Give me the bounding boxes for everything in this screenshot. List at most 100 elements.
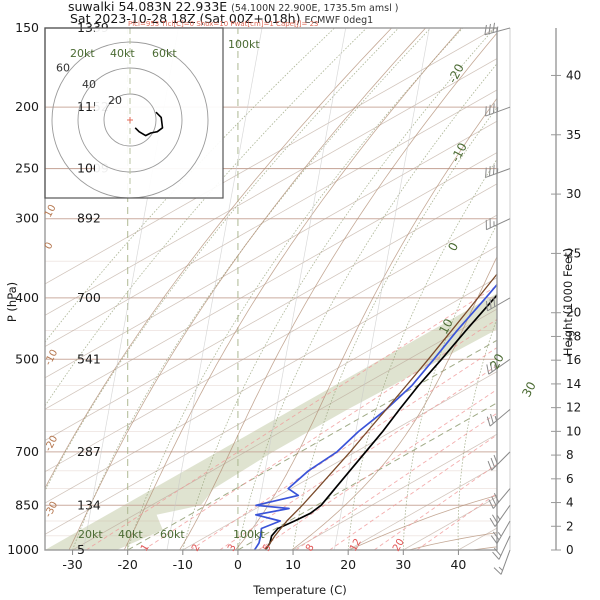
dry-adiabat-label: -10 (448, 141, 470, 165)
height-tick-label: 18 (566, 329, 581, 343)
height-value-label: 892 (77, 211, 101, 226)
temperature-tick-label: 0 (234, 557, 242, 572)
pressure-tick-label: 850 (15, 497, 39, 512)
temperature-tick-label: 30 (395, 557, 411, 572)
temperature-tick-label: 10 (285, 557, 301, 572)
hodograph-kt-label: 60kt (152, 47, 177, 60)
pressure-tick-label: 400 (15, 290, 39, 305)
mixing-ratio-label: 2 (190, 542, 203, 553)
temperature-tick-label: 20 (340, 557, 356, 572)
moist-adiabat-label: 10 (43, 203, 59, 219)
height-value-label: 700 (77, 290, 101, 305)
mixing-ratio-label: 12 (348, 537, 364, 554)
wind-barb (493, 549, 511, 575)
mixing-ratio-label: 20 (391, 537, 407, 554)
pressure-tick-label: 1000 (7, 542, 39, 557)
wind-barb (484, 22, 511, 36)
height-tick-label: 25 (566, 246, 581, 260)
sounding-parameters: Plcl=953 Tlcl[C]=0 Shox=10 Pwat[cm]=1 Ca… (128, 20, 319, 28)
wind-barb (487, 451, 511, 471)
isotherm-lines (45, 28, 497, 550)
height-tick-labels: 0 2 4 6 8 10 12 14 16 18 20 25 30 35 40 (551, 68, 581, 557)
isotach-label: 60kt (160, 528, 185, 541)
isotach-label: 40kt (118, 528, 143, 541)
pressure-tick-label: 500 (15, 351, 39, 366)
trace-dewpoint (253, 283, 497, 550)
height-tick-label: 6 (566, 472, 574, 486)
height-tick-label: 14 (566, 377, 581, 391)
wind-barb (488, 488, 511, 509)
page-title: suwalki 54.083N 22.933E (54.100N 22.900E… (68, 0, 398, 14)
trace-temperature (264, 293, 497, 550)
height-tick-label: 2 (566, 519, 574, 533)
height-tick-label: 16 (566, 353, 581, 367)
pressure-tick-labels: 150 200 250 300 400 500 700 850 1000 (7, 20, 39, 557)
wind-barb (489, 504, 511, 527)
mixing-ratio-label: 8 (304, 542, 317, 553)
station-name: suwalki 54.083N 22.933E (68, 0, 228, 14)
pressure-tick-label: 300 (15, 211, 39, 226)
height-value-label: 134 (77, 497, 101, 512)
dry-adiabat-label: 0 (445, 240, 461, 253)
height-value-label: 5 (77, 542, 85, 557)
wind-barb (485, 103, 511, 117)
station-coords: (54.100N 22.900E, 1735.5m amsl ) (231, 3, 399, 14)
height-tick-label: 10 (566, 424, 581, 438)
height-tick-label: 0 (566, 543, 574, 557)
temperature-tick-label: -10 (173, 557, 193, 572)
height-tick-label: 8 (566, 448, 574, 462)
temperature-axis-label: Temperature (C) (253, 583, 347, 597)
temperature-tick-label: 40 (450, 557, 466, 572)
hodograph-trace (134, 111, 164, 137)
height-tick-label: 20 (566, 306, 581, 320)
temperature-tick-label: -20 (117, 557, 137, 572)
pressure-tick-label: 150 (15, 20, 39, 35)
wind-barb (492, 535, 511, 560)
pressure-tick-label: 700 (15, 444, 39, 459)
isotach-label: 20kt (78, 528, 103, 541)
height-value-label: 541 (77, 351, 101, 366)
valid-time: Sat 2023-10-28 18Z (Sat 00Z+018h) (70, 11, 301, 26)
height-tick-label: 4 (566, 496, 574, 510)
temperature-tick-label: -30 (62, 557, 82, 572)
hodograph-ring-label: 20 (108, 94, 122, 107)
pressure-tick-label: 200 (15, 99, 39, 114)
dry-adiabat-label: -20 (445, 62, 467, 86)
trace-parcel (264, 273, 497, 550)
wind-barb (485, 296, 511, 312)
dry-adiabat-label: 10 (436, 316, 456, 336)
hodograph-ring-label: 40 (82, 78, 96, 91)
hodograph-origin-marker (127, 117, 133, 123)
isotach-label: 100kt (233, 528, 265, 541)
wind-barb (485, 218, 511, 231)
wind-barb (485, 164, 511, 178)
sounding-traces (253, 273, 497, 550)
model-name: ECMWF 0deg1 (304, 15, 374, 26)
hodograph-ring-label: 60 (56, 62, 70, 75)
dry-adiabat-label: 20 (487, 351, 507, 371)
height-tick-label: 35 (566, 128, 581, 142)
temperature-tick-labels: -30 -20 -10 0 10 20 30 40 (62, 550, 466, 572)
plot-frame (44, 27, 557, 551)
dry-adiabat-label: 30 (519, 379, 539, 399)
moist-layer-shading (45, 293, 497, 550)
height-tick-label: 40 (566, 68, 581, 82)
height-tick-label: 30 (566, 187, 581, 201)
isotach-label-top: 100kt (228, 38, 260, 51)
hodograph-border (44, 27, 224, 199)
hodograph-kt-label: 40kt (110, 47, 135, 60)
mixing-ratio-label: 1 (139, 542, 152, 553)
mixing-ratio-label: 5 (261, 542, 274, 553)
wind-barb (486, 409, 511, 427)
pressure-tick-label: 250 (15, 161, 39, 176)
height-value-label: 287 (77, 444, 101, 459)
mixing-ratio-label: 3 (226, 542, 239, 553)
wind-barb (490, 520, 511, 544)
wind-barb (486, 358, 511, 375)
valid-time-line: Sat 2023-10-28 18Z (Sat 00Z+018h) ECMWF … (70, 11, 373, 26)
height-tick-label: 12 (566, 401, 581, 415)
mixing-ratio-lines (85, 285, 497, 550)
